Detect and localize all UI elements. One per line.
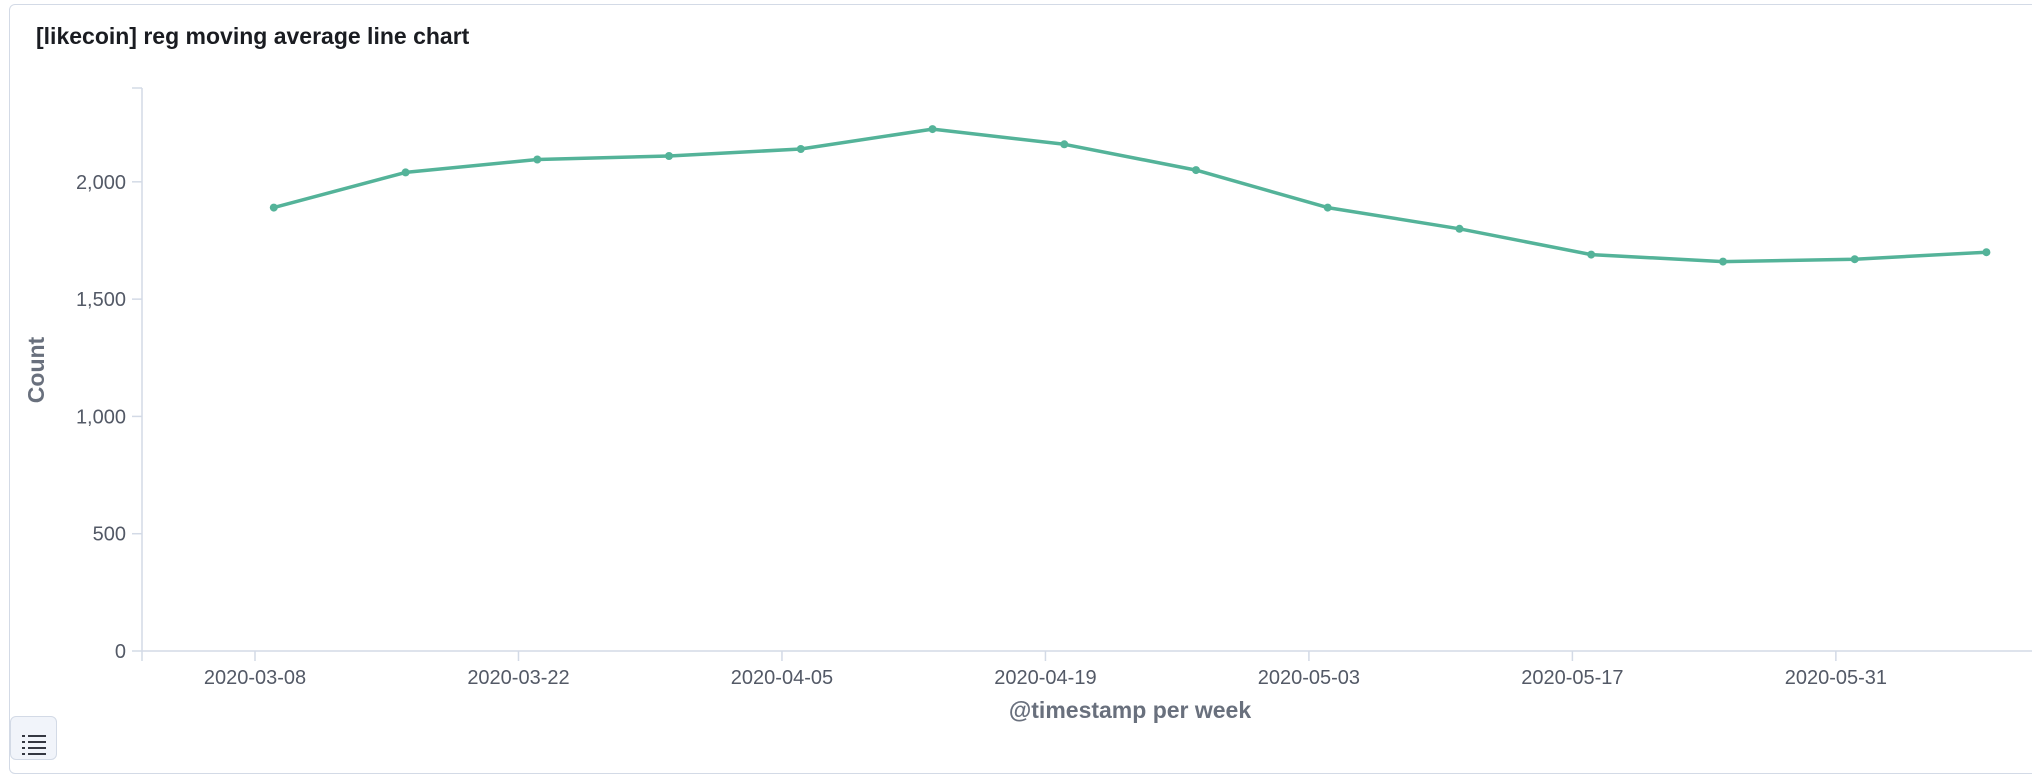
y-axis-title: Count bbox=[23, 336, 49, 403]
data-point bbox=[928, 125, 937, 134]
data-point bbox=[665, 152, 673, 160]
series-layer bbox=[269, 125, 1991, 266]
x-tick-label: 2020-05-03 bbox=[1258, 667, 1360, 689]
legend-toggle-button[interactable] bbox=[10, 716, 57, 760]
data-point bbox=[1192, 166, 1200, 175]
x-tick-label: 2020-05-31 bbox=[1785, 667, 1887, 689]
panel-title: [likecoin] reg moving average line chart bbox=[36, 23, 470, 49]
data-point bbox=[401, 168, 410, 177]
y-axis: 0 500 1,000 1,500 2,000 bbox=[76, 87, 143, 663]
data-point bbox=[1323, 203, 1332, 212]
data-point bbox=[1455, 224, 1464, 233]
data-point bbox=[1587, 250, 1596, 259]
data-point bbox=[533, 155, 542, 164]
series-line bbox=[273, 127, 1987, 264]
y-tick-label: 500 bbox=[93, 524, 126, 546]
visualization-panel: [likecoin] reg moving average line chart bbox=[9, 4, 2032, 774]
data-point bbox=[1060, 140, 1069, 149]
x-tick-label: 2020-05-17 bbox=[1521, 667, 1623, 689]
list-icon bbox=[22, 735, 46, 755]
y-tick-label: 1,500 bbox=[76, 289, 126, 311]
x-tick-label: 2020-04-19 bbox=[994, 667, 1096, 689]
y-tick-label: 2,000 bbox=[76, 172, 126, 194]
y-tick-label: 0 bbox=[115, 641, 126, 663]
line-chart: 0 500 1,000 1,500 2,000 2020-03-08 2020-03-22… bbox=[23, 87, 2032, 723]
x-axis-title: @timestamp per week bbox=[1009, 697, 1252, 723]
x-tick-label: 2020-04-05 bbox=[731, 667, 833, 689]
x-tick-label: 2020-03-22 bbox=[467, 667, 569, 689]
data-point bbox=[1850, 255, 1859, 264]
y-tick-label: 1,000 bbox=[76, 406, 126, 428]
x-tick-label: 2020-03-08 bbox=[204, 667, 306, 689]
x-axis: 2020-03-08 2020-03-22 2020-04-05 2020-04-19… bbox=[141, 650, 2032, 689]
data-point bbox=[269, 203, 278, 212]
data-point bbox=[796, 145, 805, 153]
data-point bbox=[1982, 248, 1991, 257]
data-point bbox=[1719, 257, 1727, 266]
